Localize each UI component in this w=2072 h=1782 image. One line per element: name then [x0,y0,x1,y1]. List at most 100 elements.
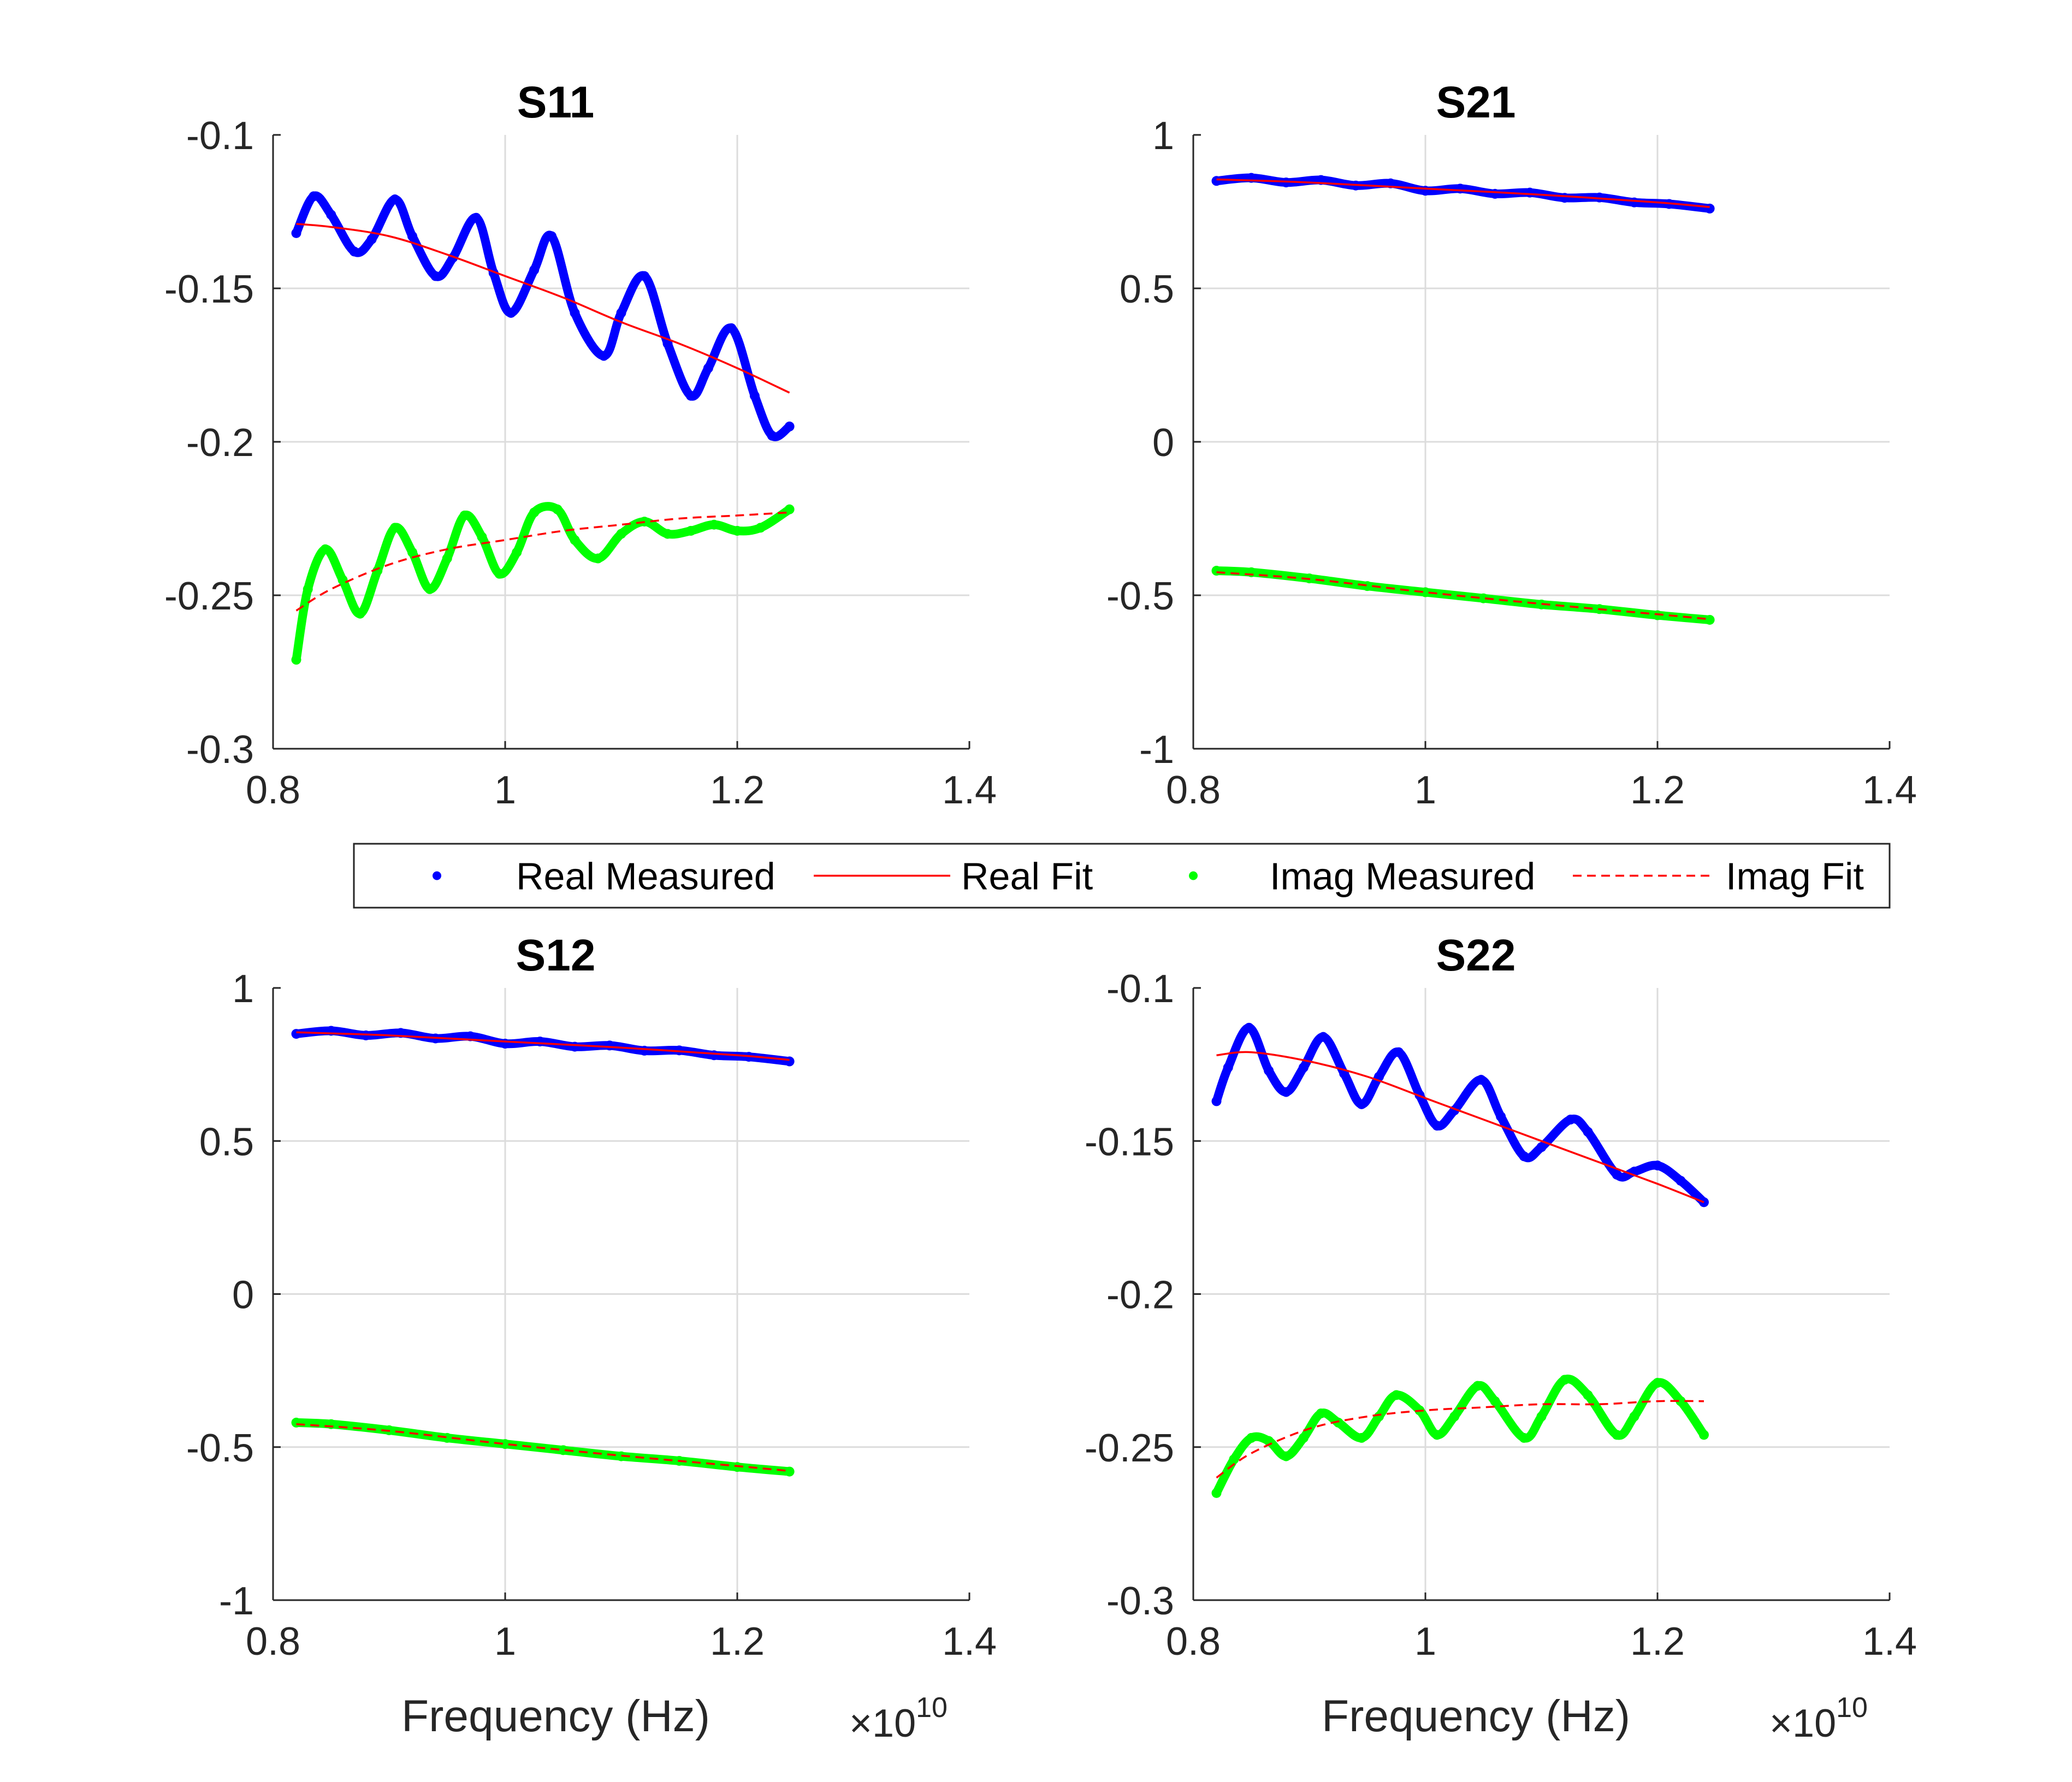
x-exponent: 10 [1836,1692,1868,1724]
data-point [1432,1121,1442,1131]
y-tick-label: -0.15 [1085,1120,1174,1164]
data-point [1560,1375,1570,1385]
data-point [1374,1411,1384,1422]
legend-entry-imag-measured: Imag Measured [1189,855,1535,898]
data-point [500,1039,510,1049]
data-point [506,307,516,318]
data-point [500,1439,510,1449]
data-point [309,191,319,202]
fit-line [296,1031,790,1061]
x-tick-label: 0.8 [1166,768,1221,812]
x-tick-label: 1.2 [1630,768,1685,812]
legend-entry-imag-fit: Imag Fit [1573,855,1864,898]
x-tick-label: 0.8 [1166,1620,1221,1663]
data-point [390,523,400,533]
data-point [726,323,737,334]
data-point [1246,567,1257,577]
subplot-title: S21 [1436,78,1516,127]
series-real-fit [1216,1051,1704,1204]
subplot-s21: 0.8 1 1.2 1.4 1 0.5 0 -0.5 -1 S21 [1106,78,1917,812]
y-tick-label: 0.5 [199,1120,254,1164]
data-point [303,584,313,594]
fit-line [1216,178,1710,208]
data-point [1391,1390,1401,1400]
data-point [349,246,359,257]
data-point [471,212,481,223]
subplot-s12: 0.8 1 1.2 1.4 1 0.5 0 -0.5 -1 S12 Frequency (Hz) ×1… [186,931,997,1745]
data-point [1211,566,1222,576]
series-real-fit [1216,178,1710,208]
data-point [1629,1411,1639,1422]
x-exponent-label: ×1010 [849,1692,948,1745]
data-point [1536,1142,1547,1152]
subplot-title: S22 [1436,931,1516,980]
data-point [1699,1430,1709,1440]
x-tick-label: 1 [494,768,516,812]
data-point [1490,188,1500,199]
y-tick-label: -1 [219,1579,254,1623]
data-point [755,523,766,533]
data-point [558,1445,569,1455]
x-tick-label: 1 [494,1620,516,1663]
legend-entry-real-fit: Real Fit [814,855,1093,898]
data-point [686,525,696,536]
data-point [686,390,696,401]
data-point [1653,1161,1662,1171]
subplot-s22: 0.8 1 1.2 1.4 -0.1 -0.15 -0.2 -0.25 -0.3 S22 Frequ… [1085,931,1917,1745]
data-point [326,1419,336,1429]
y-tick-label: -0.3 [186,728,254,772]
data-point [1536,1411,1547,1422]
data-point [552,504,563,514]
data-point [616,1451,626,1461]
x-tick-label: 1.4 [1862,768,1917,812]
data-point [605,1040,615,1051]
data-point [616,307,626,318]
data-point [784,421,795,431]
subplot-title: S11 [517,78,594,127]
x-tick-label: 1.4 [942,768,997,812]
legend-entry-real-measured: Real Measured [433,855,775,898]
data-point [1653,1378,1662,1388]
data-point [529,507,540,518]
x-tick-label: 1.2 [710,1620,765,1663]
y-tick-label: 0.5 [1120,268,1174,311]
data-point [320,544,330,554]
data-point [784,1056,795,1067]
data-point [1357,1432,1367,1443]
y-tick-label: -0.1 [1106,967,1174,1011]
data-point [1583,1390,1593,1400]
data-point [767,430,777,441]
data-point [1496,1111,1506,1122]
x-tick-label: 1 [1414,768,1436,812]
data-point [784,504,795,514]
legend-marker [1189,871,1198,880]
subplot-s11: 0.8 1 1.2 1.4 -0.1 -0.15 -0.2 -0.25 -0.3 S11 [164,78,997,812]
data-point [1246,1432,1257,1443]
fit-line [1216,1051,1704,1204]
data-point [1333,1417,1343,1428]
data-point [1357,1099,1367,1109]
y-tick-label: -0.25 [164,575,254,618]
series-imag-fit [1216,571,1710,620]
y-tick-label: -0.1 [186,114,254,158]
data-point [1629,197,1639,208]
data-point [1704,203,1715,214]
data-point [477,532,487,542]
y-tick-label: 0 [232,1274,254,1317]
data-point [1519,1151,1529,1162]
data-point [640,271,649,281]
y-tick-label: -0.2 [1106,1274,1174,1317]
data-point [662,339,673,349]
data-point [1455,183,1465,194]
data-point [1244,1022,1254,1033]
y-tick-label: 1 [1152,114,1174,158]
legend-marker [433,871,441,880]
data-point [1476,1075,1486,1085]
x-axis-label: Frequency (Hz) [401,1691,710,1741]
x-tick-label: 1.4 [1862,1620,1917,1663]
data-point [442,553,452,564]
data-point [616,529,626,539]
data-point [1318,1032,1328,1042]
data-point [1211,1096,1222,1106]
